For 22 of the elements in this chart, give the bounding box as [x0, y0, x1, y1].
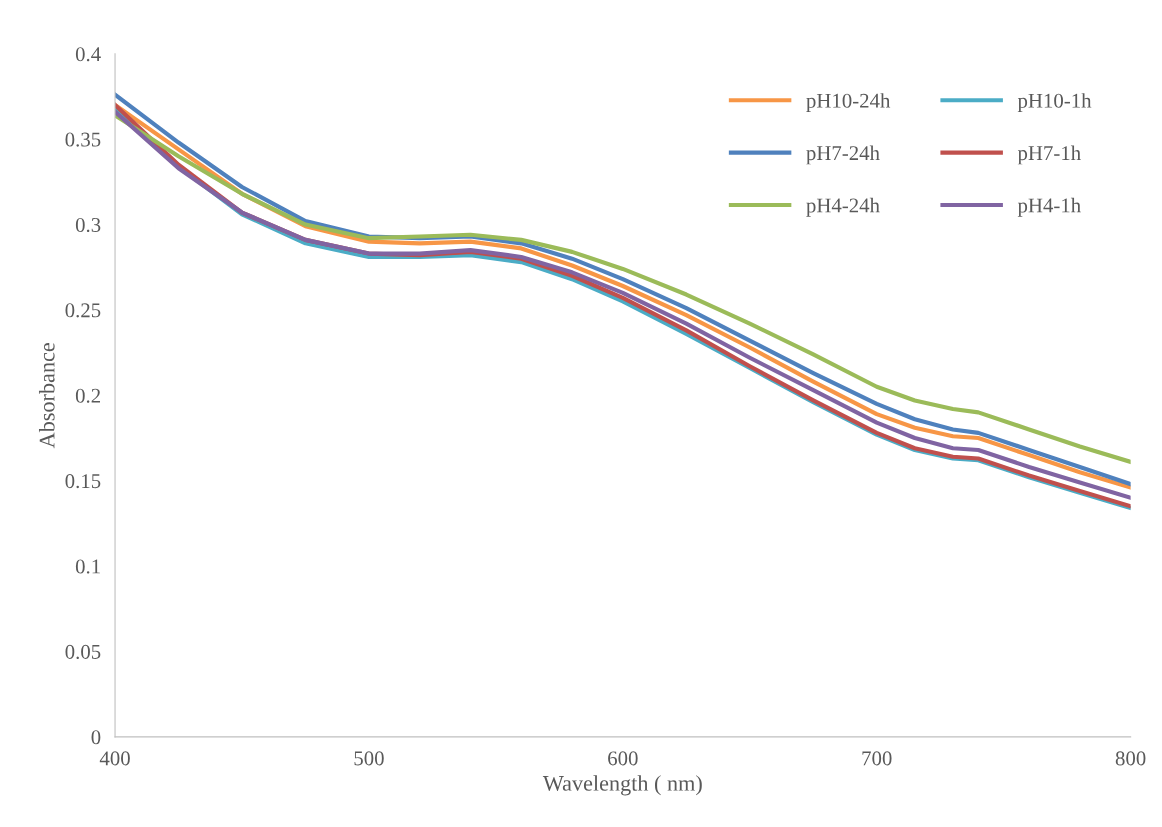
- x-tick-label: 400: [99, 751, 130, 766]
- y-tick-label: 0.05: [65, 644, 101, 659]
- y-tick-label: 0.35: [65, 132, 101, 147]
- legend-label: pH10-1h: [1017, 93, 1092, 113]
- y-tick-label: 0.4: [75, 47, 101, 62]
- y-axis-title: Absorbance: [38, 343, 55, 449]
- y-tick-label: 0.3: [75, 217, 101, 233]
- legend-label: pH4-1h: [1017, 197, 1081, 217]
- x-axis-title: Wavelength ( nm): [542, 775, 702, 796]
- x-tick-label: 800: [1115, 751, 1146, 766]
- y-tick-label: 0.25: [65, 303, 101, 318]
- legend-label: pH7-24h: [806, 145, 880, 165]
- y-tick-label: 0.1: [75, 559, 100, 574]
- y-tick-label: 0.2: [75, 388, 100, 403]
- x-tick-label: 600: [608, 751, 638, 766]
- y-tick-label: 0.15: [65, 474, 101, 489]
- legend-label: pH4-24h: [806, 197, 880, 217]
- legend-label: pH7-1h: [1017, 145, 1081, 165]
- legend-label: pH10-24h: [806, 93, 891, 113]
- y-tick-label: 0: [91, 730, 101, 745]
- x-tick-label: 500: [354, 751, 384, 766]
- x-tick-label: 700: [862, 751, 892, 766]
